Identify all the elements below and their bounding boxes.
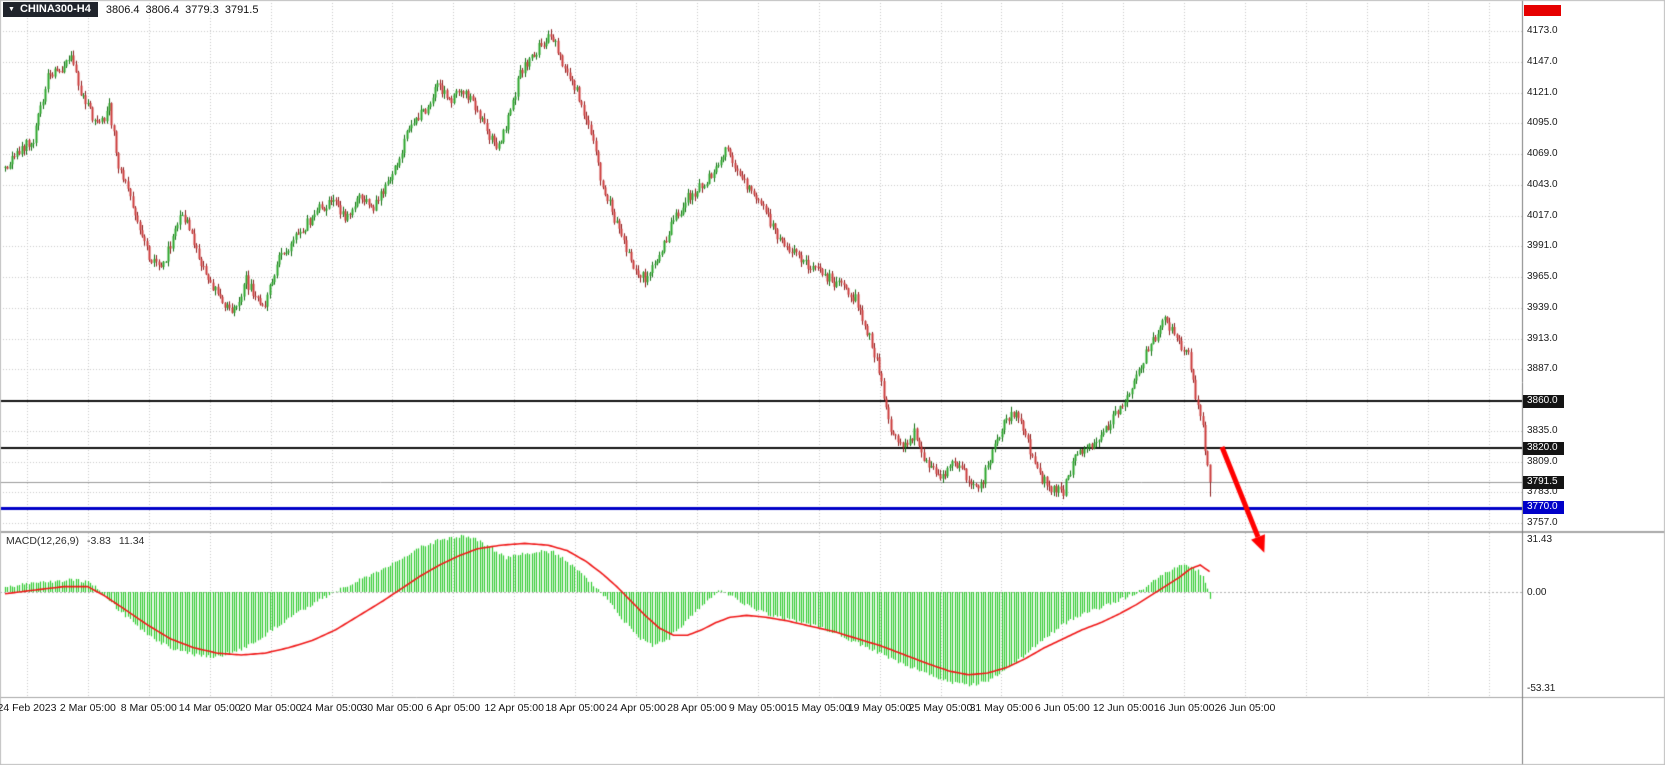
time-axis-label: 18 Apr 05:00 [545, 702, 605, 714]
price-tick-label: 4147.0 [1527, 55, 1558, 67]
price-level-badge: 3860.0 [1523, 394, 1564, 408]
price-tick-label: 3965.0 [1527, 271, 1558, 282]
ohlc-open: 3806.4 [105, 3, 140, 16]
price-level-badge: 3791.5 [1523, 475, 1564, 489]
alert-marker-badge [1524, 5, 1561, 16]
macd-scale-label: 0.00 [1527, 587, 1547, 598]
time-axis-label: 6 Apr 05:00 [426, 702, 481, 714]
ohlc-high: 3806.4 [145, 3, 180, 16]
price-tick-label: 3991.0 [1527, 240, 1558, 252]
time-axis-label: 16 Jun 05:00 [1153, 702, 1215, 714]
price-tick-label: 4043.0 [1527, 178, 1558, 190]
macd-signal-value: 11.34 [118, 535, 145, 547]
time-axis-label: 12 Apr 05:00 [484, 702, 544, 714]
price-level-badge: 3770.0 [1523, 501, 1564, 515]
macd-scale-label: 31.43 [1527, 534, 1553, 545]
time-axis[interactable]: 24 Feb 2023 2 Mar 05:00 8 Mar 05:00 14 Mar … [0, 698, 1522, 765]
price-tick-label: 4173.0 [1527, 25, 1558, 36]
time-axis-label: 24 Feb 2023 [0, 702, 57, 714]
time-axis-label: 24 Apr 05:00 [606, 702, 666, 714]
symbol-dropdown[interactable]: ▼ CHINA300-H4 [3, 2, 98, 17]
time-axis-label: 9 May 05:00 [728, 702, 787, 714]
price-tick-label: 4121.0 [1527, 86, 1558, 98]
time-axis-label: 20 Mar 05:00 [239, 702, 302, 714]
price-tick-label: 4017.0 [1527, 209, 1558, 221]
macd-scale-label: -53.31 [1527, 682, 1556, 694]
time-axis-label: 26 Jun 05:00 [1214, 702, 1276, 714]
price-tick-label: 4069.0 [1527, 148, 1558, 159]
macd-title: MACD(12,26,9) [6, 535, 79, 547]
macd-indicator-label: MACD(12,26,9) -3.83 11.34 [6, 535, 144, 547]
time-axis-label: 24 Mar 05:00 [300, 702, 363, 714]
time-axis-label: 15 May 05:00 [786, 702, 851, 714]
price-tick-label: 3757.0 [1527, 517, 1558, 528]
ohlc-close: 3791.5 [224, 3, 259, 16]
chart-title-bar: ▼ CHINA300-H4 3806.4 3806.4 3779.3 3791.… [3, 2, 258, 17]
ohlc-values: 3806.4 3806.4 3779.3 3791.5 [106, 4, 259, 16]
time-axis-label: 30 Mar 05:00 [361, 702, 424, 714]
price-tick-label: 3939.0 [1527, 301, 1558, 313]
price-tick-label: 4095.0 [1527, 117, 1558, 129]
time-axis-label: 12 Jun 05:00 [1092, 702, 1154, 714]
time-axis-label: 6 Jun 05:00 [1034, 702, 1090, 714]
price-tick-label: 3835.0 [1527, 424, 1558, 436]
time-axis-label: 8 Mar 05:00 [120, 702, 177, 714]
price-tick-label: 3783.0 [1527, 486, 1558, 498]
time-axis-label: 28 Apr 05:00 [667, 702, 727, 714]
time-axis-label: 25 May 05:00 [908, 702, 973, 714]
price-level-badge: 3820.0 [1523, 441, 1564, 455]
ohlc-low: 3779.3 [185, 3, 219, 16]
time-axis-label: 19 May 05:00 [847, 702, 912, 714]
price-axis[interactable]: 4173.0 4147.0 4121.0 4095.0 4069.0 4043.0 4017… [1523, 0, 1665, 765]
price-tick-label: 3809.0 [1527, 455, 1558, 467]
time-axis-label: 14 Mar 05:00 [178, 702, 241, 714]
price-tick-label: 3913.0 [1527, 332, 1558, 344]
time-axis-label: 31 May 05:00 [969, 702, 1034, 714]
price-tick-label: 3887.0 [1527, 363, 1558, 375]
chevron-down-icon: ▼ [8, 5, 15, 13]
symbol-label: CHINA300-H4 [19, 3, 91, 15]
time-axis-label: 2 Mar 05:00 [59, 702, 116, 714]
macd-main-value: -3.83 [86, 535, 111, 547]
